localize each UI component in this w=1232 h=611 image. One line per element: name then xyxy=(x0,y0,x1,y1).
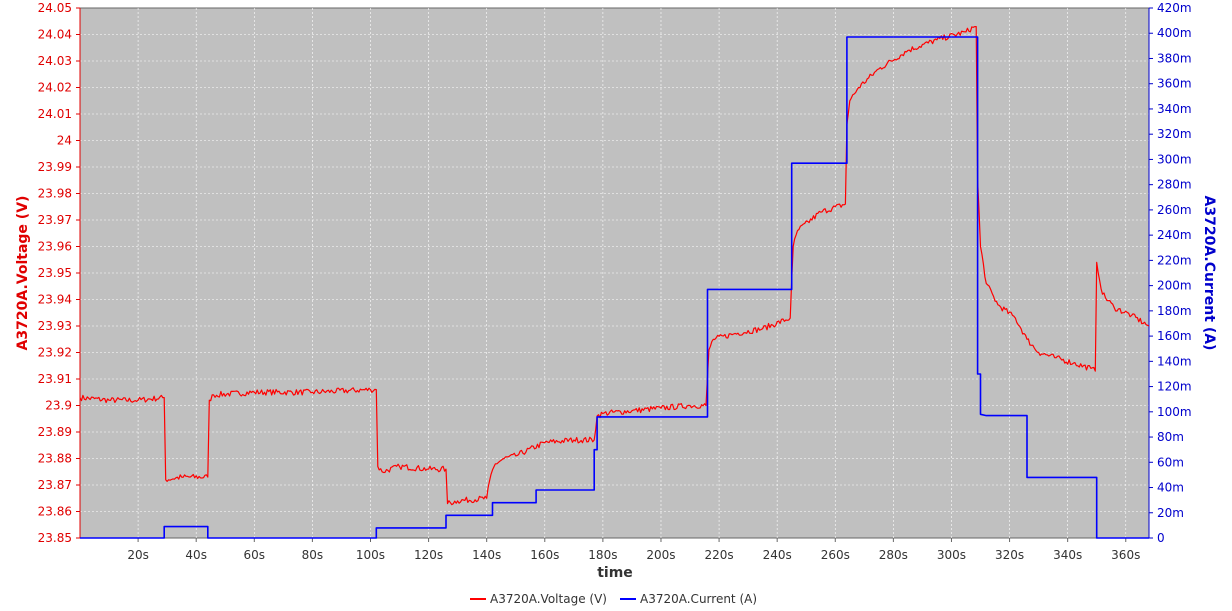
y-left-tick-label: 23.96 xyxy=(38,240,72,254)
y-left-tick-label: 23.85 xyxy=(38,531,72,545)
legend-current-label: A3720A.Current (A) xyxy=(640,592,757,606)
x-tick-label: 320s xyxy=(995,548,1024,562)
x-tick-label: 280s xyxy=(879,548,908,562)
x-tick-label: 140s xyxy=(472,548,501,562)
y-left-tick-label: 23.88 xyxy=(38,452,72,466)
x-tick-label: 300s xyxy=(937,548,966,562)
x-ticks: 20s 40s 60s 80s 100s 120s 140s 160s 180s 200s 220s… xyxy=(127,538,1140,562)
y-left-tick-label: 23.97 xyxy=(38,213,72,227)
y-left-tick-label: 23.91 xyxy=(38,372,72,386)
y-left-tick-label: 23.94 xyxy=(38,293,72,307)
y-right-tick-label: 160m xyxy=(1157,329,1192,343)
x-tick-label: 260s xyxy=(821,548,850,562)
legend-voltage-label: A3720A.Voltage (V) xyxy=(490,592,607,606)
y-right-tick-label: 20m xyxy=(1157,506,1184,520)
y-right-tick-label: 320m xyxy=(1157,127,1192,141)
x-tick-label: 120s xyxy=(414,548,443,562)
y-left-tick-label: 24.01 xyxy=(38,107,72,121)
x-tick-label: 40s xyxy=(185,548,207,562)
y-right-tick-label: 60m xyxy=(1157,455,1184,469)
x-tick-label: 340s xyxy=(1053,548,1082,562)
y-right-tick-label: 400m xyxy=(1157,26,1192,40)
x-tick-label: 240s xyxy=(763,548,792,562)
y-right-tick-label: 300m xyxy=(1157,152,1192,166)
y-right-tick-label: 140m xyxy=(1157,354,1192,368)
y-right-tick-label: 260m xyxy=(1157,203,1192,217)
y-right-tick-label: 180m xyxy=(1157,304,1192,318)
y-left-tick-label: 24.05 xyxy=(38,1,72,15)
x-tick-label: 160s xyxy=(530,548,559,562)
x-axis-label: time xyxy=(597,565,633,581)
y-right-tick-label: 240m xyxy=(1157,228,1192,242)
x-tick-label: 360s xyxy=(1111,548,1140,562)
grid-lines xyxy=(80,8,1149,538)
y-right-axis-label: A3720A.Current (A) xyxy=(1201,196,1217,351)
y-left-tick-label: 24 xyxy=(57,134,72,148)
x-tick-label: 220s xyxy=(704,548,733,562)
y-right-tick-label: 120m xyxy=(1157,380,1192,394)
y-right-tick-label: 340m xyxy=(1157,102,1192,116)
y-left-tick-label: 23.9 xyxy=(45,399,72,413)
y-right-tick-label: 280m xyxy=(1157,178,1192,192)
x-tick-label: 180s xyxy=(588,548,617,562)
y-left-tick-label: 23.86 xyxy=(38,505,72,519)
series-current-line xyxy=(80,36,1149,539)
series-group xyxy=(79,26,1150,539)
x-tick-label: 80s xyxy=(302,548,324,562)
y-left-tick-label: 24.04 xyxy=(38,28,72,42)
y-right-tick-label: 420m xyxy=(1157,1,1192,15)
y-left-tick-label: 23.99 xyxy=(38,160,72,174)
x-tick-label: 200s xyxy=(646,548,675,562)
y-left-tick-label: 23.93 xyxy=(38,319,72,333)
y-left-tick-label: 24.02 xyxy=(38,81,72,95)
y-right-ticks: 0 20m 40m 60m 80m 100m 120m 140m 160m 180m 200m 220… xyxy=(1148,1,1192,545)
y-right-tick-label: 100m xyxy=(1157,405,1192,419)
y-left-ticks: 23.85 23.86 23.87 23.88 23.89 23.9 23.91 23.92 2… xyxy=(38,1,81,545)
y-left-tick-label: 23.92 xyxy=(38,346,72,360)
plot-area xyxy=(79,7,1150,539)
y-right-tick-label: 220m xyxy=(1157,253,1192,267)
y-left-tick-label: 24.03 xyxy=(38,54,72,68)
legend: A3720A.Voltage (V) A3720A.Current (A) xyxy=(470,592,757,606)
y-left-axis-label: A3720A.Voltage (V) xyxy=(15,196,31,351)
y-left-tick-label: 23.95 xyxy=(38,266,72,280)
y-left-tick-label: 23.98 xyxy=(38,187,72,201)
y-right-tick-label: 80m xyxy=(1157,430,1184,444)
y-left-tick-label: 23.87 xyxy=(38,478,72,492)
x-tick-label: 100s xyxy=(356,548,385,562)
y-right-tick-label: 0 xyxy=(1157,531,1165,545)
x-tick-label: 60s xyxy=(244,548,266,562)
y-right-tick-label: 200m xyxy=(1157,279,1192,293)
y-left-tick-label: 23.89 xyxy=(38,425,72,439)
x-tick-label: 20s xyxy=(127,548,149,562)
series-voltage-line xyxy=(79,26,1150,506)
y-right-tick-label: 380m xyxy=(1157,51,1192,65)
y-right-tick-label: 360m xyxy=(1157,77,1192,91)
y-right-tick-label: 40m xyxy=(1157,481,1184,495)
